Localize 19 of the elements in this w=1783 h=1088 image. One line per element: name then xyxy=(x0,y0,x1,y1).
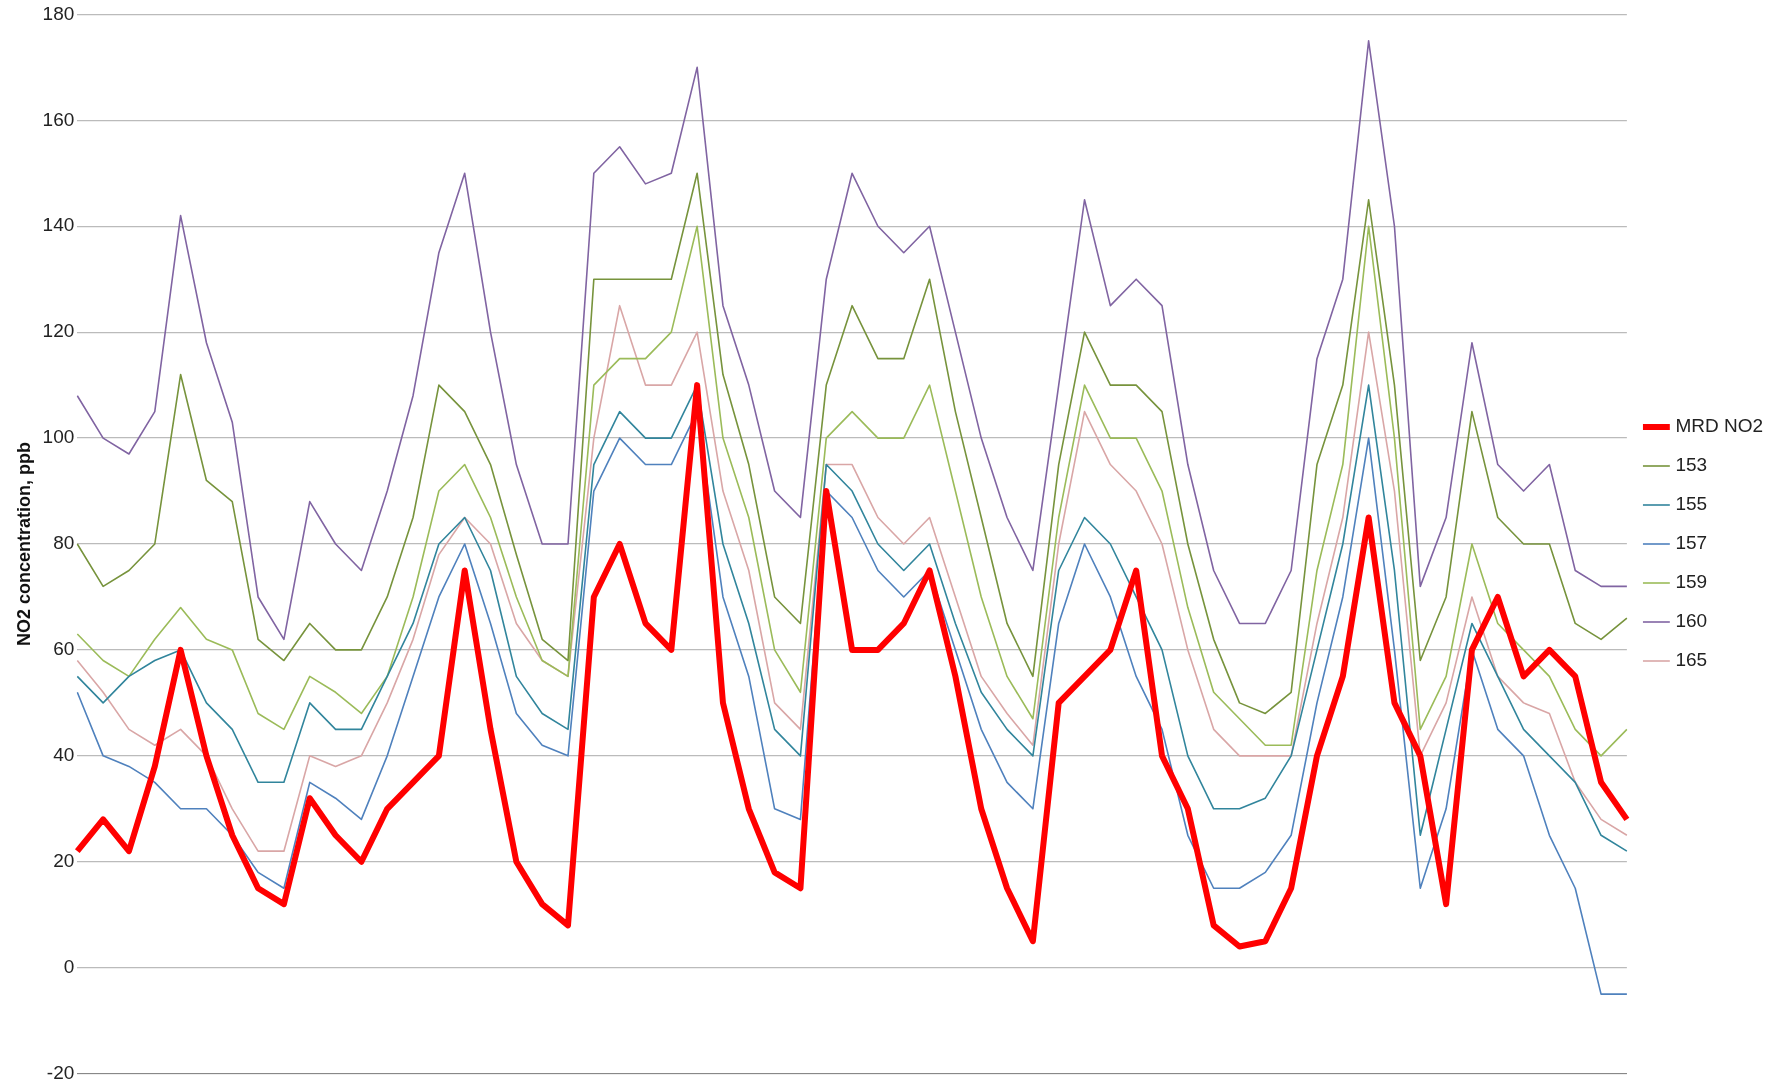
y-tick-label: 0 xyxy=(63,955,75,977)
legend-label: MRD NO2 xyxy=(1675,415,1764,437)
legend-label: 153 xyxy=(1675,454,1708,476)
y-tick-label: 160 xyxy=(42,108,75,130)
y-tick-label: 80 xyxy=(53,532,75,554)
y-tick-label: 40 xyxy=(53,744,75,766)
y-axis-title: NO2 concentration, ppb xyxy=(13,441,34,647)
y-tick-label: 140 xyxy=(42,214,75,236)
y-tick-label: 60 xyxy=(53,638,75,660)
legend-label: 159 xyxy=(1675,571,1708,593)
legend-label: 157 xyxy=(1675,532,1708,554)
legend-label: 160 xyxy=(1675,610,1708,632)
y-tick-label: 20 xyxy=(53,849,75,871)
y-tick-label: 180 xyxy=(42,2,75,24)
y-tick-label: 120 xyxy=(42,320,75,342)
legend-label: 155 xyxy=(1675,493,1708,515)
y-tick-label: -20 xyxy=(46,1061,75,1083)
y-tick-label: 100 xyxy=(42,426,75,448)
legend-label: 165 xyxy=(1675,649,1708,671)
